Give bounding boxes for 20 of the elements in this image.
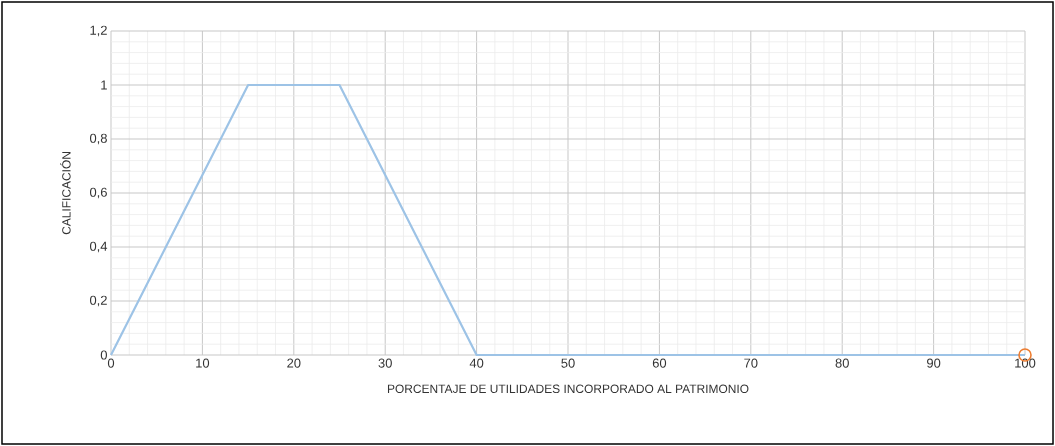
x-tick-label: 100 — [1015, 358, 1036, 368]
x-axis-title: PORCENTAJE DE UTILIDADES INCORPORADO AL PATRIMONIO — [387, 384, 749, 393]
x-tick-label: 70 — [744, 358, 758, 368]
x-tick-label: 40 — [469, 358, 484, 368]
y-tick-label: 0,4 — [89, 241, 108, 253]
x-tick-label: 80 — [835, 358, 849, 368]
y-tick-label: 1 — [101, 80, 107, 90]
y-tick-label: 0 — [100, 350, 107, 360]
x-tick-label: 60 — [652, 358, 667, 368]
x-tick-label: 0 — [107, 358, 115, 368]
x-tick-label: 50 — [561, 358, 575, 368]
x-tick-label: 10 — [196, 358, 210, 368]
y-tick-label: 0,8 — [89, 133, 107, 145]
y-tick-label: 1,2 — [90, 25, 107, 37]
y-axis-title: CALIFICACIÓN — [60, 152, 71, 235]
y-tick-label: 0,6 — [89, 187, 107, 199]
y-tick-label: 0,2 — [89, 295, 107, 307]
x-tick-label: 20 — [287, 358, 301, 368]
x-tick-label: 30 — [378, 358, 392, 368]
x-tick-label: 90 — [927, 358, 941, 368]
